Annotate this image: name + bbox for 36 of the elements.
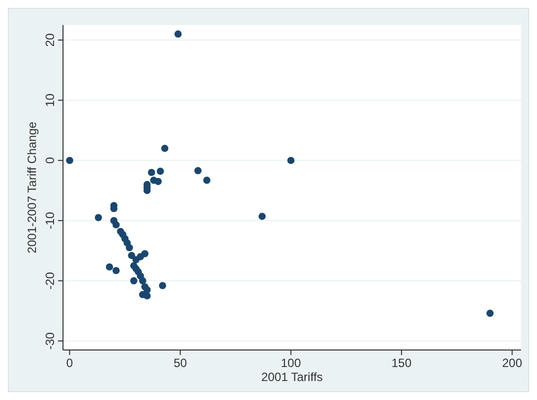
point — [156, 168, 164, 175]
point — [66, 156, 74, 164]
y-tick-label: -10 — [43, 212, 57, 230]
y-tick-label: -20 — [43, 272, 57, 290]
x-tick-label: 100 — [280, 356, 302, 370]
point — [106, 263, 114, 271]
x-tick-label: 0 — [66, 356, 74, 370]
point — [112, 266, 120, 274]
point — [148, 168, 156, 176]
point — [194, 167, 202, 174]
y-tick-label: 20 — [43, 33, 57, 47]
x-tick-label: 50 — [174, 356, 188, 370]
x-tick-label: 200 — [502, 356, 522, 370]
point — [161, 144, 168, 152]
point — [174, 30, 182, 38]
point — [112, 221, 120, 228]
point — [203, 176, 210, 184]
point — [94, 214, 102, 222]
point — [126, 244, 133, 252]
x-axis-title: 2001 Tariffs — [261, 370, 323, 384]
point — [158, 282, 166, 290]
y-tick-label: 10 — [43, 93, 57, 107]
x-tick-label: 150 — [392, 356, 412, 370]
point — [143, 292, 151, 300]
point — [486, 310, 494, 317]
point — [141, 250, 148, 258]
point — [143, 286, 151, 294]
point — [130, 277, 138, 284]
point — [139, 277, 146, 284]
y-tick-label: -30 — [43, 332, 57, 350]
y-axis-title: 2001-2007 Tariff Change — [25, 121, 39, 254]
point — [287, 156, 294, 164]
point — [154, 178, 162, 186]
point — [258, 212, 266, 220]
point — [128, 252, 136, 260]
y-tick-label: 0 — [43, 156, 57, 164]
